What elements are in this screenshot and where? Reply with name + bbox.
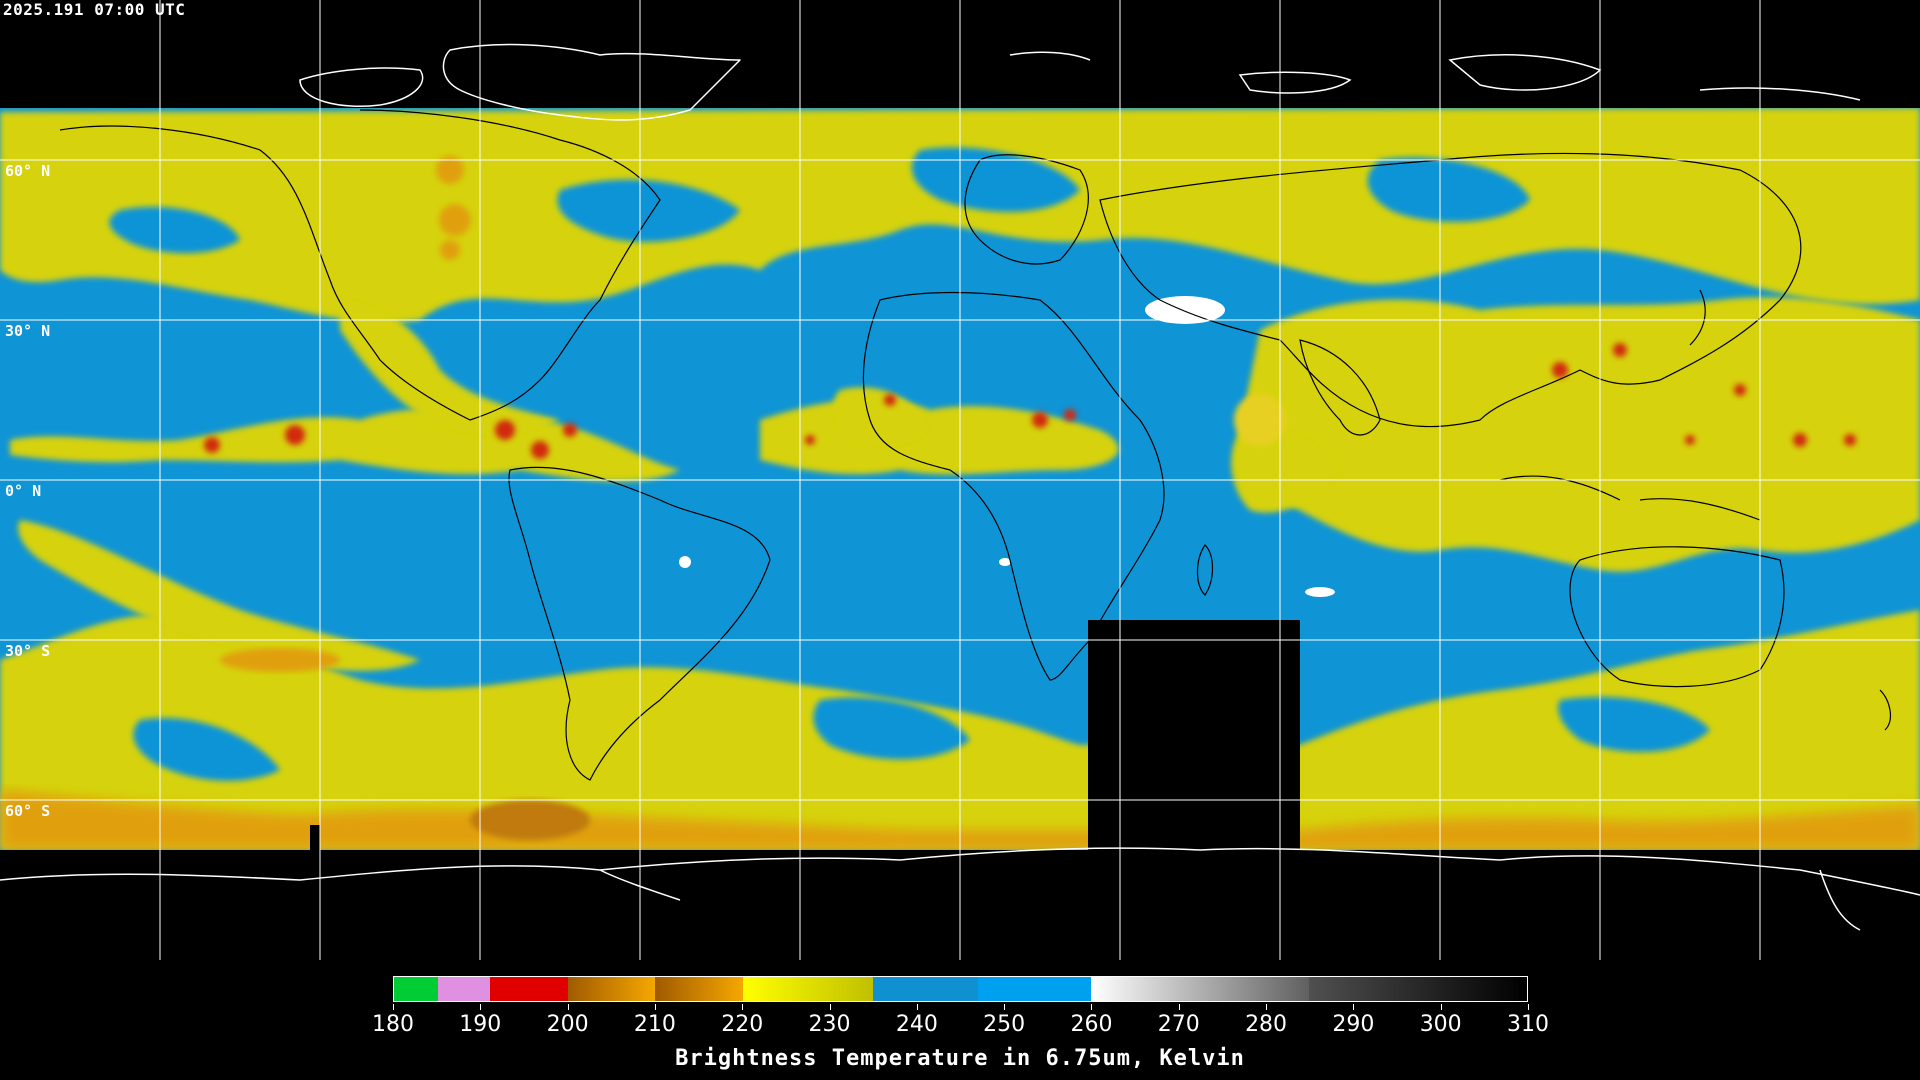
- colorbar-tick: [1178, 1004, 1180, 1010]
- colorbar-segment: [1309, 977, 1527, 1001]
- lat-label-60s: 60° S: [5, 802, 51, 820]
- colorbar-tick-label: 290: [1332, 1012, 1375, 1037]
- lat-lon-grid: [0, 0, 1920, 960]
- polar-coastlines: [0, 43, 1920, 931]
- colorbar-tick: [916, 1004, 918, 1010]
- colorbar-tick: [1004, 1004, 1006, 1010]
- north-dry-patch: [109, 206, 241, 254]
- colorbar-legend: Brightness Temperature in 6.75um, Kelvin…: [0, 960, 1920, 1080]
- timestamp-label: 2025.191 07:00 UTC: [3, 0, 186, 19]
- colorbar-segment: [1091, 977, 1310, 1001]
- colorbar-tick: [1353, 1004, 1355, 1010]
- colorbar-tick-label: 300: [1419, 1012, 1462, 1037]
- colorbar-tick: [1528, 1004, 1529, 1010]
- colorbar-tick: [393, 1004, 394, 1010]
- colorbar-tick-label: 250: [983, 1012, 1026, 1037]
- colorbar: [393, 976, 1528, 1002]
- africa-itcz-moisture: [833, 387, 930, 446]
- south-dry-patch: [1558, 696, 1710, 752]
- central-america-moisture: [340, 300, 560, 435]
- very-moist-swirl: [470, 800, 590, 840]
- north-dry-patch: [557, 179, 740, 242]
- colorbar-segment: [489, 977, 569, 1001]
- colorbar-tick-label: 230: [808, 1012, 851, 1037]
- lat-label-60n: 60° N: [5, 162, 51, 180]
- colorbar-segment: [742, 977, 874, 1001]
- colorbar-segment: [873, 977, 978, 1001]
- north-dry-patch: [1367, 157, 1530, 222]
- lat-label-30n: 30° N: [5, 322, 51, 340]
- colorbar-segment: [437, 977, 490, 1001]
- colorbar-tick-label: 280: [1245, 1012, 1288, 1037]
- colorbar-tick: [654, 1004, 656, 1010]
- colorbar-tick: [1091, 1004, 1093, 1010]
- colorbar-tick: [829, 1004, 831, 1010]
- coastlines: [59, 109, 1892, 781]
- satellite-map: 2025.191 07:00 UTC 60° N 30° N 0° N 30° …: [0, 0, 1920, 960]
- colorbar-tick-label: 210: [633, 1012, 676, 1037]
- north-dry-patch: [911, 147, 1080, 212]
- colorbar-tick-label: 200: [546, 1012, 589, 1037]
- indian-ocean-moisture: [1231, 427, 1340, 513]
- colorbar-tick-label: 240: [895, 1012, 938, 1037]
- asia-monsoon-moisture: [1246, 297, 1920, 572]
- lat-label-0n: 0° N: [5, 482, 42, 500]
- very-moist-patch: [220, 648, 340, 672]
- colorbar-tick-label: 270: [1157, 1012, 1200, 1037]
- colorbar-segment: [394, 977, 438, 1001]
- colorbar-tick-label: 220: [721, 1012, 764, 1037]
- water-vapor-imagery: [0, 0, 1920, 960]
- colorbar-tick-label: 310: [1507, 1012, 1549, 1037]
- colorbar-title: Brightness Temperature in 6.75um, Kelvin: [675, 1046, 1245, 1071]
- colorbar-tick: [567, 1004, 569, 1010]
- colorbar-segment: [655, 977, 743, 1001]
- colorbar-tick-label: 190: [459, 1012, 502, 1037]
- south-dry-patch: [813, 697, 970, 760]
- lat-label-30s: 30° S: [5, 642, 51, 660]
- south-dry-patch: [133, 718, 280, 781]
- colorbar-segment: [568, 977, 656, 1001]
- deep-convection-cells: [204, 156, 1856, 459]
- colorbar-tick: [1266, 1004, 1268, 1010]
- colorbar-tick: [1440, 1004, 1442, 1010]
- colorbar-tick-label: 180: [372, 1012, 414, 1037]
- missing-data-edge: [310, 825, 320, 850]
- missing-data-block: [1088, 620, 1300, 850]
- colorbar-tick: [742, 1004, 744, 1010]
- colorbar-tick: [480, 1004, 482, 1010]
- colorbar-segment: [977, 977, 1092, 1001]
- colorbar-tick-label: 260: [1070, 1012, 1113, 1037]
